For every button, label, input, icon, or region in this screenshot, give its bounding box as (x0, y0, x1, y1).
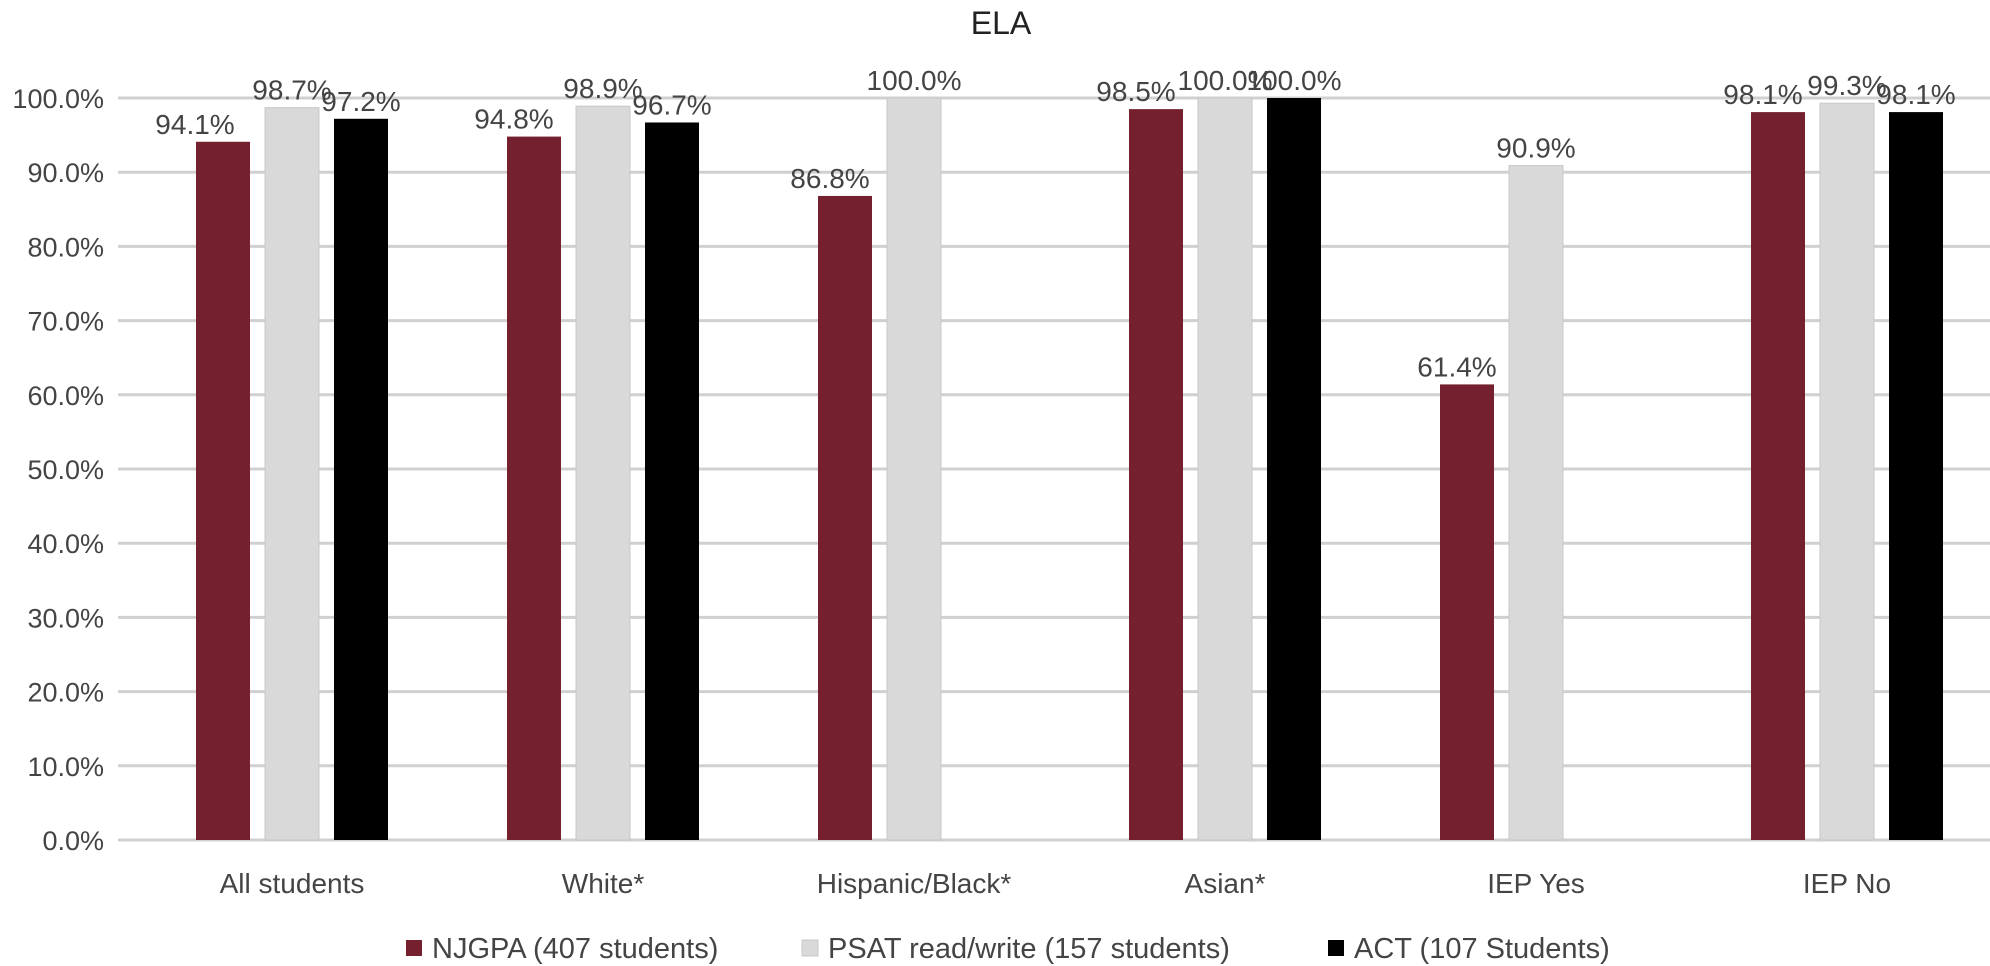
y-tick-label: 90.0% (27, 158, 104, 188)
bar (1197, 97, 1253, 841)
legend: NJGPA (407 students) PSAT read/write (157… (406, 933, 1610, 965)
bar (507, 136, 561, 841)
x-axis-categories: All students White* Hispanic/Black* Asian* I… (220, 868, 1891, 899)
data-label: 98.1% (1723, 79, 1802, 110)
bar-group (818, 97, 942, 841)
y-tick-label: 30.0% (27, 603, 104, 633)
data-label: 100.0% (1178, 65, 1273, 96)
bar (196, 141, 250, 840)
data-label: 100.0% (867, 65, 962, 96)
y-tick-label: 50.0% (27, 455, 104, 485)
x-category-label: Hispanic/Black* (817, 868, 1012, 899)
legend-swatch (801, 939, 819, 957)
y-tick-label: 70.0% (27, 307, 104, 337)
bar-group (196, 107, 388, 841)
bar-group (1129, 97, 1321, 841)
data-label: 98.7% (252, 75, 331, 106)
y-tick-label: 0.0% (42, 826, 104, 856)
data-label: 98.9% (563, 73, 642, 104)
legend-label: ACT (107 Students) (1354, 933, 1610, 965)
bar (1129, 109, 1183, 840)
bar (886, 97, 942, 841)
bar-groups (196, 97, 1943, 841)
x-category-label: White* (562, 868, 645, 899)
legend-swatch (406, 940, 422, 956)
bar-group (507, 105, 699, 841)
data-label: 61.4% (1417, 351, 1496, 382)
x-category-label: IEP Yes (1487, 868, 1585, 899)
data-label: 94.1% (155, 109, 234, 140)
bar (575, 105, 631, 841)
bar-group (1751, 102, 1943, 841)
y-tick-label: 100.0% (12, 84, 104, 114)
bar (1267, 98, 1321, 840)
y-tick-label: 80.0% (27, 232, 104, 262)
y-axis-ticks: 0.0% 10.0% 20.0% 30.0% 40.0% 50.0% 60.0% 70.0% 8… (12, 84, 104, 856)
y-tick-label: 10.0% (27, 752, 104, 782)
x-category-label: Asian* (1185, 868, 1266, 899)
data-label: 98.1% (1876, 79, 1955, 110)
legend-label: NJGPA (407 students) (432, 933, 718, 965)
bar (818, 195, 872, 841)
bar (645, 122, 699, 840)
bar (264, 107, 320, 841)
bar (1889, 112, 1943, 840)
data-label: 90.9% (1496, 133, 1575, 164)
bar-group (1440, 165, 1564, 841)
gridlines (118, 96, 1990, 842)
legend-item: ACT (107 Students) (1328, 933, 1610, 965)
data-labels: 94.1% 98.7%97.2% 94.8% 98.9%96.7% 86.8% 100.0… (155, 65, 1955, 382)
bar (1508, 165, 1564, 841)
data-label: 98.5% (1096, 76, 1175, 107)
bar (334, 118, 388, 840)
y-tick-label: 60.0% (27, 381, 104, 411)
bar (1751, 112, 1805, 840)
bar (1440, 384, 1494, 840)
chart-title: ELA (971, 5, 1032, 41)
data-label: 99.3% (1807, 70, 1886, 101)
legend-item: PSAT read/write (157 students) (801, 933, 1230, 965)
y-tick-label: 40.0% (27, 529, 104, 559)
data-label: 97.2% (321, 86, 400, 117)
data-label: 96.7% (632, 89, 711, 120)
data-label: 86.8% (790, 163, 869, 194)
bar (1819, 102, 1875, 841)
y-tick-label: 20.0% (27, 678, 104, 708)
legend-label: PSAT read/write (157 students) (828, 933, 1230, 965)
x-category-label: All students (220, 868, 365, 899)
legend-swatch (1328, 940, 1344, 956)
data-label: 100.0% (1247, 65, 1342, 96)
data-label: 94.8% (474, 104, 553, 135)
x-category-label: IEP No (1803, 868, 1891, 899)
legend-item: NJGPA (407 students) (406, 933, 718, 965)
